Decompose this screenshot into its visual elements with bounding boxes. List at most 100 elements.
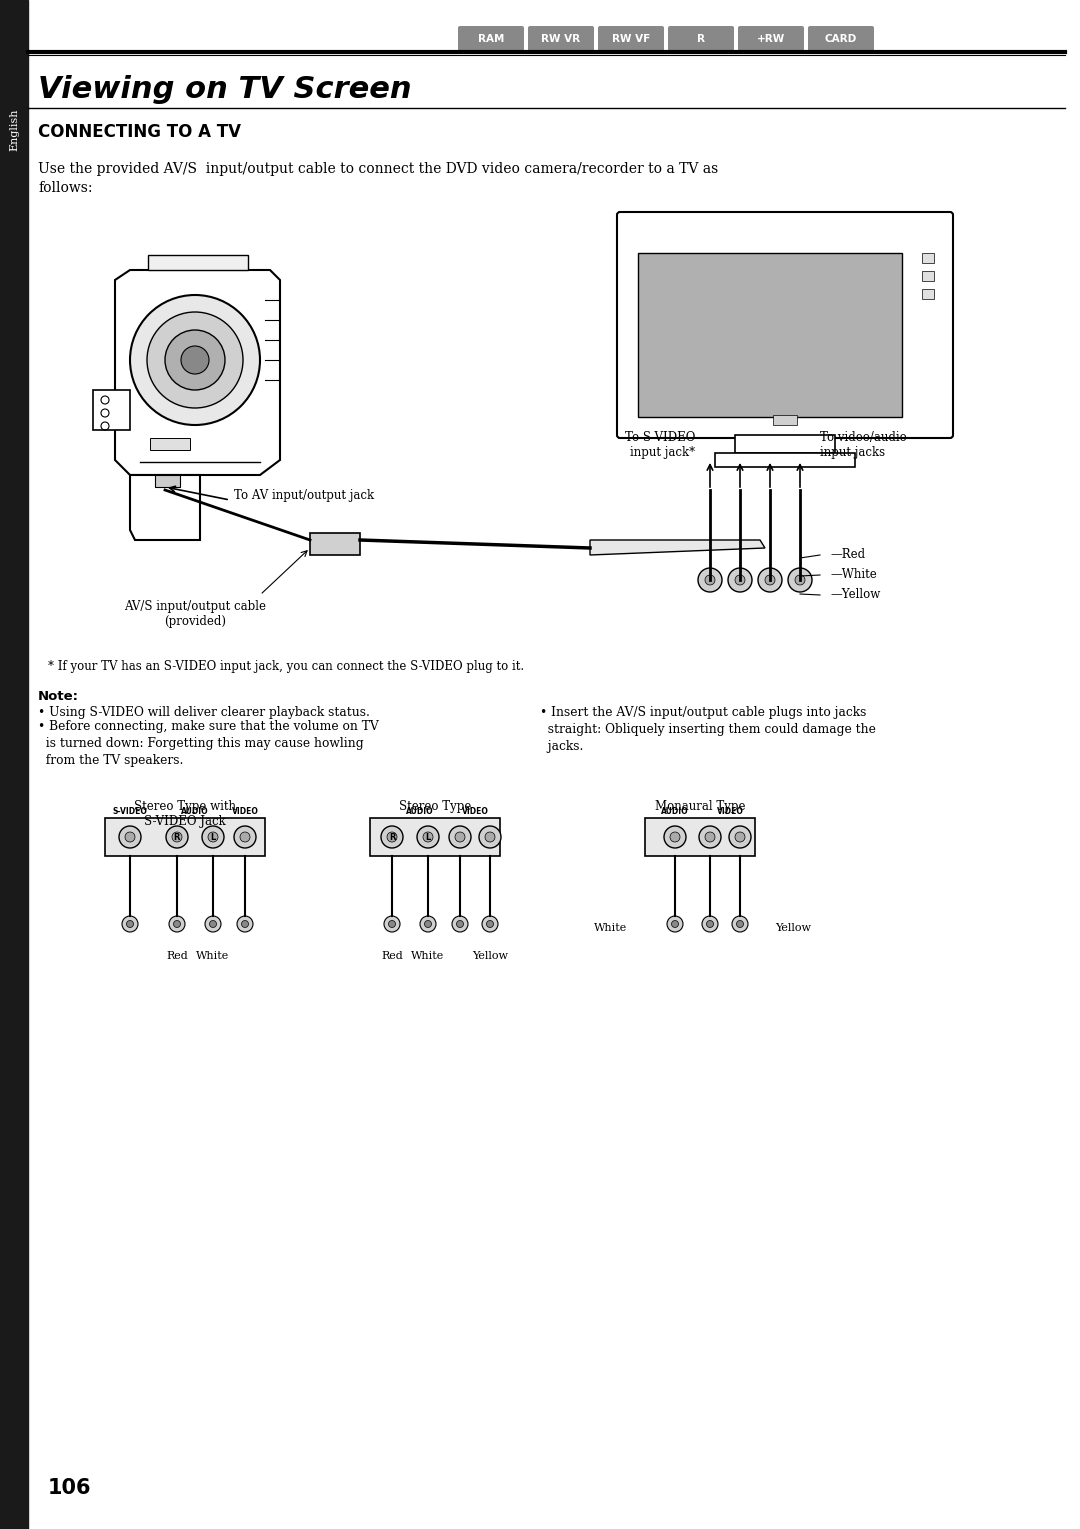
Text: Viewing on TV Screen: Viewing on TV Screen [38,75,411,104]
FancyBboxPatch shape [598,26,664,52]
Circle shape [210,920,216,928]
Bar [0,0,28,1529]
FancyBboxPatch shape [528,26,594,52]
Circle shape [795,575,805,586]
FancyBboxPatch shape [669,26,734,52]
Circle shape [234,826,256,849]
Circle shape [181,346,210,375]
Text: Monaural Type: Monaural Type [654,800,745,813]
Circle shape [702,916,718,933]
Text: White: White [411,951,445,962]
Text: AUDIO: AUDIO [406,807,434,816]
Text: —White: —White [831,569,877,581]
Circle shape [126,920,134,928]
Text: R: R [174,832,180,841]
Text: Red: Red [166,951,188,962]
Circle shape [389,920,395,928]
Text: Red: Red [381,951,403,962]
Circle shape [165,330,225,390]
Circle shape [424,920,432,928]
Text: RAM: RAM [477,34,504,44]
Circle shape [130,295,260,425]
Text: White: White [197,951,230,962]
Text: Stereo Type with
S-VIDEO Jack: Stereo Type with S-VIDEO Jack [134,800,237,829]
Text: * If your TV has an S-VIDEO input jack, you can connect the S-VIDEO plug to it.: * If your TV has an S-VIDEO input jack, … [48,661,524,673]
Circle shape [122,916,138,933]
Text: White: White [594,924,627,933]
Bar [150,437,190,450]
Text: —Yellow: —Yellow [831,589,880,601]
Text: RW VR: RW VR [541,34,581,44]
Text: To video/audio
input jacks: To video/audio input jacks [820,431,907,459]
Text: • Using S-VIDEO will deliver clearer playback status.: • Using S-VIDEO will deliver clearer pla… [38,706,369,719]
Circle shape [205,916,221,933]
Circle shape [705,575,715,586]
FancyBboxPatch shape [617,213,953,437]
Circle shape [384,916,400,933]
Text: To S-VIDEO
input jack*: To S-VIDEO input jack* [624,431,696,459]
Bar [370,818,500,856]
Bar [156,476,180,488]
Circle shape [166,826,188,849]
Bar [645,818,755,856]
Circle shape [174,920,180,928]
Text: —Red: —Red [831,549,865,561]
Text: CARD: CARD [825,34,858,44]
Text: • Before connecting, make sure that the volume on TV
  is turned down: Forgettin: • Before connecting, make sure that the … [38,720,379,768]
Circle shape [670,832,680,842]
FancyBboxPatch shape [458,26,524,52]
Text: VIDEO: VIDEO [461,807,488,816]
FancyBboxPatch shape [738,26,804,52]
Text: R: R [697,34,705,44]
Polygon shape [130,476,200,540]
Text: VIDEO: VIDEO [716,807,743,816]
Text: +RW: +RW [757,34,785,44]
Circle shape [486,920,494,928]
Text: RW VF: RW VF [612,34,650,44]
Circle shape [698,567,723,592]
Bar [638,252,902,417]
Circle shape [735,575,745,586]
Circle shape [240,832,249,842]
Text: Use the provided AV/S  input/output cable to connect the DVD video camera/record: Use the provided AV/S input/output cable… [38,162,718,196]
Text: English: English [9,109,19,151]
Polygon shape [114,271,280,476]
Circle shape [237,916,253,933]
Text: 106: 106 [48,1479,92,1498]
Circle shape [242,920,248,928]
Text: To AV input/output jack: To AV input/output jack [234,488,374,502]
Circle shape [788,567,812,592]
Circle shape [480,826,501,849]
Circle shape [417,826,438,849]
Text: L: L [426,832,431,841]
Bar [310,534,360,555]
Circle shape [706,920,714,928]
Text: • Insert the AV/S input/output cable plugs into jacks
  straight: Obliquely inse: • Insert the AV/S input/output cable plu… [540,706,876,752]
Circle shape [208,832,218,842]
Circle shape [457,920,463,928]
Bar [715,453,855,466]
Circle shape [168,916,185,933]
Circle shape [485,832,495,842]
FancyBboxPatch shape [808,26,874,52]
Text: AUDIO: AUDIO [661,807,689,816]
Bar [773,414,797,425]
Circle shape [729,826,751,849]
Circle shape [667,916,683,933]
Text: CONNECTING TO A TV: CONNECTING TO A TV [38,122,241,141]
Circle shape [737,920,743,928]
Bar [735,434,835,453]
Polygon shape [148,255,248,271]
Text: S-VIDEO: S-VIDEO [112,807,148,816]
Circle shape [735,832,745,842]
Polygon shape [93,390,130,430]
Circle shape [482,916,498,933]
Bar [922,252,934,263]
Circle shape [732,916,748,933]
Circle shape [420,916,436,933]
Bar [922,289,934,300]
Text: AV/S input/output cable
(provided): AV/S input/output cable (provided) [124,599,266,628]
Circle shape [664,826,686,849]
Circle shape [699,826,721,849]
Circle shape [381,826,403,849]
